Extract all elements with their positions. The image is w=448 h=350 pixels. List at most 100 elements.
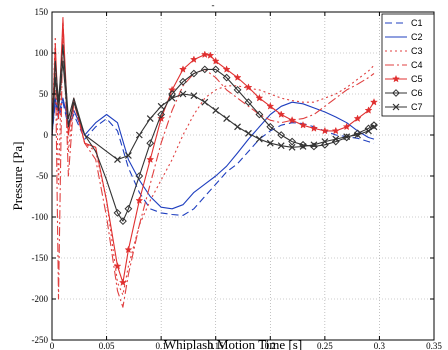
- data-point-C6: [146, 139, 155, 148]
- y-tick-label: -150: [32, 253, 49, 263]
- data-point-C5: [320, 126, 329, 135]
- data-point-C6: [179, 77, 187, 86]
- x-tick-label: 0.2: [265, 341, 276, 350]
- data-point-C7: [168, 94, 176, 102]
- data-point-C5: [178, 65, 187, 73]
- y-tick-label: -250: [32, 335, 49, 345]
- data-point-C6: [119, 217, 127, 226]
- series-line-C2: [51, 97, 375, 210]
- data-point-C7: [201, 98, 209, 106]
- data-point-C5: [200, 50, 209, 59]
- x-tick-label: 0.05: [99, 341, 115, 350]
- y-tick-label: 150: [35, 7, 49, 17]
- data-point-C7: [146, 115, 154, 123]
- data-point-C7: [245, 129, 252, 137]
- data-point-C7: [179, 90, 187, 98]
- data-point-C6: [266, 122, 275, 131]
- x-tick-label: 0: [50, 341, 55, 350]
- data-point-C5: [189, 55, 198, 63]
- data-point-C5: [342, 122, 351, 131]
- series-line-C7: [51, 60, 375, 161]
- grid-lines: [51, 11, 435, 341]
- data-point-C7: [321, 138, 329, 145]
- data-point-C5: [369, 98, 378, 106]
- data-point-C5: [331, 126, 340, 135]
- legend-item-C5: C5: [385, 74, 423, 84]
- data-point-C7: [343, 133, 351, 141]
- x-tick-label: 0.3: [374, 341, 386, 350]
- data-point-C7: [370, 123, 378, 131]
- y-tick-label: 50: [39, 89, 49, 99]
- data-point-C7: [299, 143, 307, 150]
- axis-ticks: 0 0.05 0.1 0.15 0.2 0.25 0.3 0.35 -250 -200 -150 -1…: [32, 7, 443, 350]
- data-point-C6: [233, 85, 242, 94]
- legend-label: C2: [411, 32, 423, 42]
- y-tick-label: -200: [32, 294, 49, 304]
- x-tick-label: 0.35: [426, 341, 442, 350]
- legend-label: C4: [411, 60, 423, 70]
- legend-label: C1: [411, 18, 423, 28]
- data-point-C6: [157, 110, 166, 119]
- series-C3: [51, 27, 375, 296]
- legend-item-C6: C6: [385, 88, 423, 98]
- data-point-C7: [223, 115, 231, 123]
- data-point-C7: [190, 92, 198, 100]
- data-point-C7: [332, 135, 340, 143]
- data-point-C5: [211, 57, 220, 65]
- legend-marker: [392, 89, 400, 97]
- series-lines: [51, 15, 378, 308]
- legend-label: C5: [411, 74, 423, 84]
- legend-item-C4: C4: [385, 60, 423, 70]
- data-point-C5: [233, 73, 242, 81]
- data-point-C5: [364, 106, 373, 114]
- data-point-C5: [124, 245, 133, 254]
- data-point-C5: [222, 65, 231, 73]
- legend-label: C3: [411, 46, 423, 56]
- legend: C1 C2 C3 C4 C5 C6 C7: [381, 13, 435, 117]
- data-point-C6: [124, 204, 133, 213]
- data-point-C5: [118, 278, 127, 286]
- data-point-C6: [255, 110, 264, 119]
- y-axis-title: Pressure [Pa]: [10, 142, 25, 211]
- data-point-C7: [365, 127, 372, 135]
- legend-item-C2: C2: [385, 32, 423, 42]
- legend-item-C7: C7: [385, 102, 423, 112]
- data-point-C5: [266, 102, 275, 110]
- x-axis-title: Whiplash Motion Time [s]: [164, 337, 302, 350]
- data-point-C6: [244, 98, 253, 107]
- legend-item-C1: C1: [385, 18, 423, 28]
- legend-label: C6: [411, 88, 423, 98]
- data-point-C5: [299, 121, 308, 129]
- legend-marker: [392, 74, 400, 83]
- series-line-C4: [51, 15, 375, 308]
- data-point-C7: [114, 156, 121, 164]
- data-point-C7: [212, 106, 220, 114]
- x-tick-label: 0.1: [156, 341, 167, 350]
- series-line-C3: [51, 27, 375, 296]
- data-point-C7: [255, 135, 263, 143]
- y-tick-label: -100: [32, 212, 49, 222]
- legend-label: C7: [411, 102, 423, 112]
- series-C6: [51, 44, 378, 226]
- data-point-C7: [266, 139, 274, 147]
- series-C7: [51, 60, 378, 164]
- series-C5: [51, 19, 378, 286]
- data-point-C6: [113, 208, 122, 217]
- data-point-C5: [146, 155, 155, 163]
- legend-item-C3: C3: [385, 46, 423, 56]
- data-point-C6: [168, 90, 176, 98]
- y-tick-label: 0: [44, 130, 49, 140]
- data-point-C6: [222, 73, 231, 82]
- data-point-C5: [353, 114, 362, 122]
- data-point-C6: [189, 69, 198, 78]
- data-point-C6: [211, 65, 220, 74]
- data-point-C7: [310, 141, 318, 149]
- data-point-C6: [135, 172, 144, 180]
- data-point-C5: [206, 51, 215, 59]
- data-point-C7: [354, 131, 362, 139]
- data-point-C6: [277, 131, 286, 139]
- chart-title: -: [212, 0, 215, 10]
- data-point-C7: [157, 102, 165, 110]
- series-line-C5: [51, 19, 375, 284]
